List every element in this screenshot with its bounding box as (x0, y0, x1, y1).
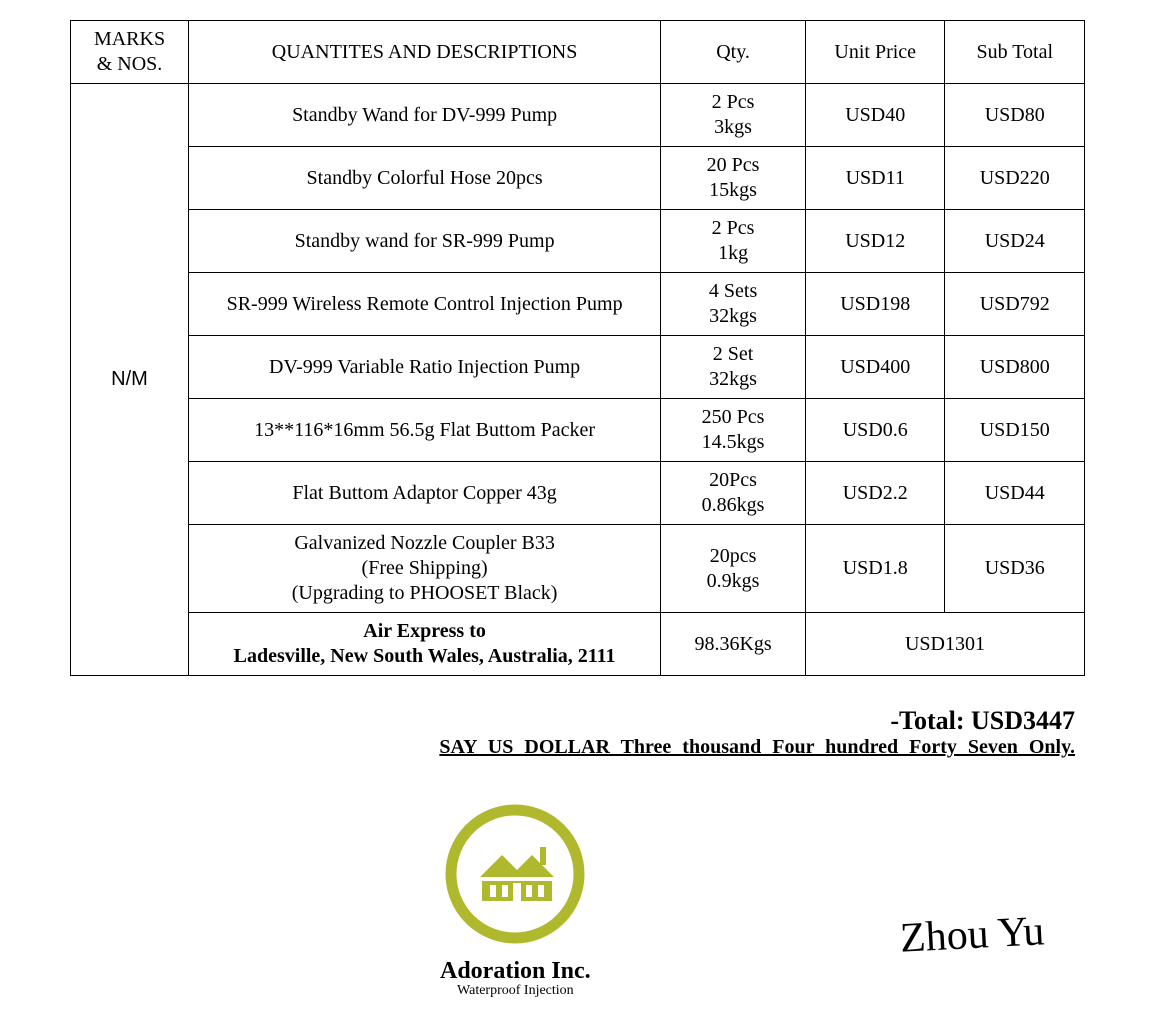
table-row: Standby wand for SR-999 Pump2 Pcs1kgUSD1… (71, 210, 1085, 273)
cell-unit-price: USD11 (806, 147, 945, 210)
cell-qty: 20Pcs0.86kgs (661, 462, 806, 525)
shipping-description: Air Express toLadesville, New South Wale… (189, 613, 661, 676)
cell-description: Flat Buttom Adaptor Copper 43g (189, 462, 661, 525)
cell-unit-price: USD2.2 (806, 462, 945, 525)
cell-sub-total: USD220 (945, 147, 1085, 210)
cell-description: Galvanized Nozzle Coupler B33(Free Shipp… (189, 525, 661, 613)
table-row: 13**116*16mm 56.5g Flat Buttom Packer250… (71, 399, 1085, 462)
cell-unit-price: USD12 (806, 210, 945, 273)
cell-description: DV-999 Variable Ratio Injection Pump (189, 336, 661, 399)
header-unit-price: Unit Price (806, 21, 945, 84)
cell-qty: 4 Sets32kgs (661, 273, 806, 336)
table-row: Galvanized Nozzle Coupler B33(Free Shipp… (71, 525, 1085, 613)
shipping-row: Air Express toLadesville, New South Wale… (71, 613, 1085, 676)
company-logo: Adoration Inc. Waterproof Injection (440, 799, 591, 999)
cell-unit-price: USD198 (806, 273, 945, 336)
marks-cell: N/M (71, 84, 189, 676)
cell-description: Standby Colorful Hose 20pcs (189, 147, 661, 210)
table-row: DV-999 Variable Ratio Injection Pump2 Se… (71, 336, 1085, 399)
cell-sub-total: USD44 (945, 462, 1085, 525)
totals-block: -Total: USD3447 SAY US DOLLAR Three thou… (70, 706, 1085, 759)
invoice-table: MARKS& NOS. QUANTITES AND DESCRIPTIONS Q… (70, 20, 1085, 676)
cell-sub-total: USD800 (945, 336, 1085, 399)
total-line: -Total: USD3447 (70, 706, 1075, 736)
table-row: SR-999 Wireless Remote Control Injection… (71, 273, 1085, 336)
table-body: N/MStandby Wand for DV-999 Pump2 Pcs3kgs… (71, 84, 1085, 676)
cell-description: Standby Wand for DV-999 Pump (189, 84, 661, 147)
cell-unit-price: USD40 (806, 84, 945, 147)
table-row: N/MStandby Wand for DV-999 Pump2 Pcs3kgs… (71, 84, 1085, 147)
footer: Adoration Inc. Waterproof Injection Zhou… (70, 799, 1085, 999)
cell-description: Standby wand for SR-999 Pump (189, 210, 661, 273)
shipping-amount: USD1301 (806, 613, 1085, 676)
cell-unit-price: USD1.8 (806, 525, 945, 613)
cell-unit-price: USD400 (806, 336, 945, 399)
table-row: Flat Buttom Adaptor Copper 43g20Pcs0.86k… (71, 462, 1085, 525)
table-header-row: MARKS& NOS. QUANTITES AND DESCRIPTIONS Q… (71, 21, 1085, 84)
cell-qty: 20 Pcs15kgs (661, 147, 806, 210)
cell-sub-total: USD150 (945, 399, 1085, 462)
header-desc: QUANTITES AND DESCRIPTIONS (189, 21, 661, 84)
signature: Zhou Yu (899, 907, 1048, 1002)
cell-description: SR-999 Wireless Remote Control Injection… (189, 273, 661, 336)
header-qty: Qty. (661, 21, 806, 84)
cell-sub-total: USD80 (945, 84, 1085, 147)
logo-tagline: Waterproof Injection (440, 983, 591, 999)
say-line: SAY US DOLLAR Three thousand Four hundre… (70, 736, 1075, 759)
cell-unit-price: USD0.6 (806, 399, 945, 462)
cell-sub-total: USD24 (945, 210, 1085, 273)
cell-qty: 20pcs0.9kgs (661, 525, 806, 613)
cell-qty: 2 Pcs1kg (661, 210, 806, 273)
logo-icon (440, 799, 590, 949)
logo-company-name: Adoration Inc. (440, 958, 591, 985)
cell-description: 13**116*16mm 56.5g Flat Buttom Packer (189, 399, 661, 462)
header-sub-total: Sub Total (945, 21, 1085, 84)
cell-qty: 2 Pcs3kgs (661, 84, 806, 147)
shipping-weight: 98.36Kgs (661, 613, 806, 676)
header-marks: MARKS& NOS. (71, 21, 189, 84)
table-row: Standby Colorful Hose 20pcs20 Pcs15kgsUS… (71, 147, 1085, 210)
cell-sub-total: USD792 (945, 273, 1085, 336)
cell-sub-total: USD36 (945, 525, 1085, 613)
cell-qty: 250 Pcs14.5kgs (661, 399, 806, 462)
cell-qty: 2 Set32kgs (661, 336, 806, 399)
